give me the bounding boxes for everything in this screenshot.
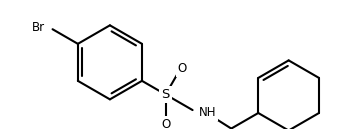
Text: NH: NH [198,107,216,119]
Text: S: S [161,88,170,101]
Text: Br: Br [32,21,45,34]
Text: O: O [178,62,187,75]
Text: O: O [161,118,170,131]
